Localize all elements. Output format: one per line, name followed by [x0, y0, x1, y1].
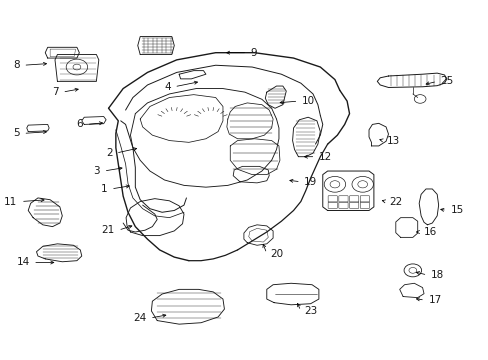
- Text: 13: 13: [386, 136, 400, 145]
- Text: 8: 8: [13, 60, 20, 70]
- Text: 4: 4: [164, 82, 170, 92]
- Text: 7: 7: [52, 87, 59, 97]
- Text: 5: 5: [13, 129, 20, 138]
- Text: 24: 24: [133, 313, 146, 323]
- Text: 12: 12: [318, 152, 331, 162]
- Text: 10: 10: [301, 96, 314, 106]
- Text: 16: 16: [423, 227, 436, 237]
- Text: 11: 11: [4, 197, 18, 207]
- Text: 18: 18: [430, 270, 443, 280]
- Text: 15: 15: [449, 206, 463, 216]
- Text: 2: 2: [105, 148, 112, 158]
- Text: 25: 25: [440, 76, 453, 86]
- Text: 21: 21: [102, 225, 115, 235]
- Text: 17: 17: [427, 295, 441, 305]
- Text: 22: 22: [388, 197, 402, 207]
- Text: 3: 3: [94, 166, 100, 176]
- Text: 19: 19: [304, 177, 317, 187]
- Text: 14: 14: [17, 257, 30, 267]
- Text: 1: 1: [101, 184, 107, 194]
- Text: 23: 23: [304, 306, 317, 316]
- Text: 9: 9: [250, 48, 257, 58]
- Text: 20: 20: [270, 248, 283, 258]
- Text: 6: 6: [77, 120, 83, 129]
